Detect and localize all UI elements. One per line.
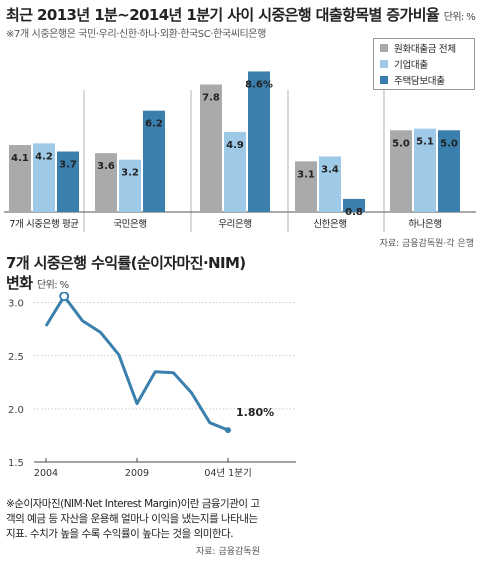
bar-chart-unit: 단위: % — [443, 12, 476, 23]
bar-chart-legend: 원화대출금 전체 기업대출 주택담보대출 — [373, 38, 475, 90]
bar — [390, 130, 412, 212]
legend-item-corporate: 기업대출 — [380, 56, 474, 71]
line-chart-title-line1: 7개 시중은행 수익률(순이자마진·NIM) — [6, 254, 246, 272]
bar — [295, 161, 317, 212]
bar-value-label: 6.2 — [145, 119, 163, 130]
bar-value-label: 3.7 — [59, 160, 77, 171]
line-chart-source: 자료: 금융감독원 — [196, 547, 260, 557]
bar-value-label: 4.1 — [11, 153, 29, 164]
y-tick-label: 2.5 — [8, 352, 24, 363]
point-annotation-label: 1.80% — [236, 406, 274, 419]
legend-swatch-total — [380, 43, 388, 52]
bar-value-label: 5.0 — [392, 138, 410, 149]
bar-value-label: 4.9 — [226, 140, 244, 151]
bar — [224, 131, 246, 212]
bar — [319, 156, 341, 212]
bar — [33, 143, 55, 212]
line-chart-title-line2: 변화 — [6, 274, 33, 292]
annotated-point — [225, 427, 231, 434]
bar-category-label: 신한은행 — [313, 218, 346, 230]
bar-value-label: 3.6 — [97, 161, 115, 172]
bar-value-label: 3.2 — [121, 168, 139, 179]
bar — [95, 153, 117, 212]
bar — [57, 151, 79, 212]
annotated-point — [59, 292, 70, 302]
y-tick-label: 2.0 — [8, 405, 24, 416]
bar — [119, 159, 141, 212]
nim-footnote: ※순이자마진(NIM·Net Interest Margin)이란 금융기관이 … — [6, 498, 260, 540]
legend-swatch-corporate — [380, 59, 388, 68]
nim-line — [44, 294, 229, 432]
bar-chart-source: 자료: 금융감독원·각 은행 — [379, 239, 474, 249]
line-chart-title: 7개 시중은행 수익률(순이자마진·NIM) 변화 단위: % — [6, 253, 246, 296]
bar — [200, 84, 222, 212]
bar-category-label: 우리은행 — [218, 218, 251, 230]
bar-category-label: 하나은행 — [408, 218, 441, 230]
legend-label-corporate: 기업대출 — [394, 59, 428, 71]
bar — [9, 144, 31, 212]
legend-label-mortgage: 주택담보대출 — [394, 75, 445, 87]
bar-value-label: 3.4 — [321, 164, 339, 175]
legend-swatch-mortgage — [380, 75, 388, 84]
line-chart-unit: 단위: % — [37, 280, 69, 291]
legend-label-total: 원화대출금 전체 — [394, 43, 456, 55]
x-tick-label: 04년 1분기 — [204, 468, 251, 479]
legend-item-total: 원화대출금 전체 — [380, 40, 474, 55]
bar-value-label: 5.0 — [440, 138, 458, 149]
bar-chart-title: 최근 2013년 1분~2014년 1분기 사이 시중은행 대출항목별 증가비율… — [6, 6, 476, 24]
bar-value-label: 7.8 — [202, 93, 220, 104]
bar — [414, 128, 436, 212]
bar — [143, 110, 165, 212]
bar-category-label: 7개 시중은행 평균 — [9, 218, 79, 230]
bar-value-label: 4.2 — [35, 151, 53, 162]
bar — [343, 198, 365, 212]
bar-category-label: 국민은행 — [113, 218, 146, 230]
x-tick-label: 2009 — [125, 468, 149, 479]
legend-item-mortgage: 주택담보대출 — [380, 72, 474, 87]
bar — [438, 130, 460, 212]
bar-chart: 4.1 4.2 3.7 7개 시중은행 평균 3.6 3.2 6.2 국민은행 7.8 4.9 8.… — [4, 71, 476, 232]
x-tick-label: 2004 — [34, 468, 58, 479]
y-tick-label: 1.5 — [8, 458, 24, 469]
bar-value-label: 3.1 — [297, 169, 315, 180]
bar-value-label: 5.1 — [416, 137, 434, 148]
y-tick-label: 3.0 — [8, 299, 24, 310]
bar-chart-note: ※7개 시중은행은 국민·우리·신한·하나·외환·한국SC·한국씨티은행 — [6, 29, 266, 40]
bar-value-label: 8.6% — [245, 79, 273, 90]
bar — [248, 71, 270, 212]
bar-value-label: 0.8 — [345, 207, 363, 218]
